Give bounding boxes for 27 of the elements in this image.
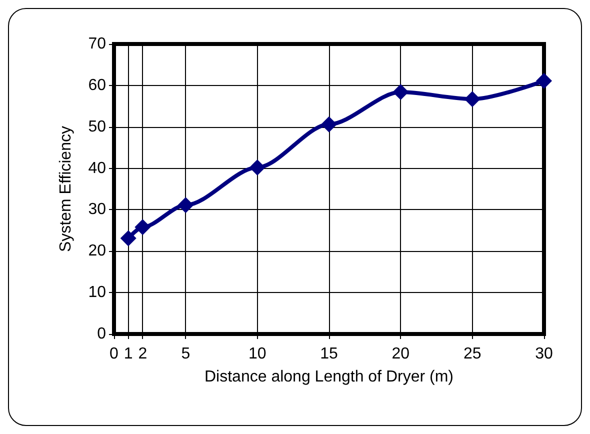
y-tick-label: 40 bbox=[88, 160, 106, 177]
y-tick-label: 50 bbox=[88, 118, 106, 136]
x-tick-label: 30 bbox=[535, 346, 553, 362]
x-tick-label: 2 bbox=[138, 346, 148, 362]
point bbox=[536, 72, 552, 89]
y-axis-title: System Efficiency bbox=[58, 126, 74, 252]
x-tick-label: 25 bbox=[463, 346, 482, 362]
x-tick-label: 1 bbox=[124, 346, 133, 362]
x-tick-label: 0 bbox=[110, 346, 119, 362]
x-tick-label: 20 bbox=[392, 346, 410, 362]
x-tick-label: 15 bbox=[320, 346, 338, 362]
point bbox=[120, 230, 136, 246]
point bbox=[321, 116, 337, 132]
x-tick-label: 10 bbox=[248, 346, 266, 362]
y-tick-label: 60 bbox=[88, 76, 106, 94]
y-tick-label: 20 bbox=[88, 242, 106, 260]
point bbox=[249, 159, 266, 176]
point bbox=[392, 84, 409, 100]
x-tick-label: 5 bbox=[181, 346, 190, 362]
y-tick-label: 70 bbox=[88, 36, 106, 52]
x-axis-title: Distance along Length of Dryer (m) bbox=[204, 368, 454, 386]
point bbox=[178, 197, 194, 214]
point bbox=[464, 91, 480, 108]
y-tick-label: 10 bbox=[88, 284, 106, 302]
point bbox=[134, 219, 151, 236]
y-tick-label: 0 bbox=[97, 326, 106, 342]
y-tick-label: 30 bbox=[88, 201, 106, 218]
